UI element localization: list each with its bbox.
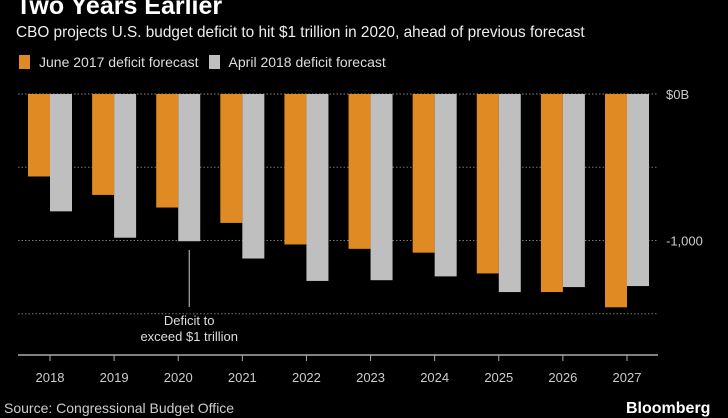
bar-june-2017-2021 <box>220 94 243 223</box>
legend-swatch <box>208 55 220 69</box>
bar-april-2018-2021 <box>242 94 265 259</box>
bar-june-2017-2018 <box>28 94 50 177</box>
legend-item-april-2018: April 2018 deficit forecast <box>208 54 386 70</box>
bar-april-2018-2027 <box>627 94 649 287</box>
bar-june-2017-2019 <box>92 94 115 195</box>
bar-june-2017-2022 <box>284 94 307 245</box>
bar-april-2018-2023 <box>370 94 393 281</box>
annotation-text: Deficit to <box>164 313 215 328</box>
bar-june-2017-2020 <box>156 94 179 208</box>
bar-june-2017-2023 <box>348 94 371 249</box>
legend-label: April 2018 deficit forecast <box>228 54 386 70</box>
x-tick-label: 2018 <box>36 370 65 385</box>
bar-june-2017-2027 <box>605 94 627 308</box>
x-tick-label: 2025 <box>484 370 513 385</box>
x-tick-label: 2024 <box>420 370 449 385</box>
bar-april-2018-2019 <box>114 94 137 238</box>
bar-april-2018-2020 <box>178 94 201 242</box>
chart-subtitle: CBO projects U.S. budget deficit to hit … <box>16 24 585 41</box>
legend-item-june-2017: June 2017 deficit forecast <box>19 54 199 70</box>
x-tick-label: 2022 <box>292 370 321 385</box>
bar-june-2017-2025 <box>476 94 499 274</box>
bar-april-2018-2018 <box>50 94 72 212</box>
chart-title: Two Years Earlier <box>16 0 223 20</box>
bar-chart: $0B -1,000 2018 2019 2020 2021 2022 2023 2024 202… <box>18 87 703 385</box>
x-tick-label: 2023 <box>356 370 385 385</box>
x-tick-label: 2020 <box>164 370 193 385</box>
bar-april-2018-2024 <box>434 94 457 277</box>
x-tick-label: 2021 <box>228 370 257 385</box>
x-tick-label: 2026 <box>548 370 577 385</box>
y-tick-label: -1,000 <box>666 234 703 249</box>
bar-april-2018-2022 <box>306 94 329 281</box>
bar-june-2017-2026 <box>540 94 563 293</box>
y-tick-label: $0B <box>666 87 689 102</box>
bar-april-2018-2026 <box>562 94 585 288</box>
bloomberg-logo: Bloomberg <box>626 400 711 417</box>
source-note: Source: Congressional Budget Office <box>4 400 235 416</box>
bar-june-2017-2024 <box>412 94 435 253</box>
x-tick-label: 2019 <box>100 370 129 385</box>
bar-april-2018-2025 <box>498 94 521 293</box>
legend-swatch <box>19 55 30 69</box>
legend-label: June 2017 deficit forecast <box>39 54 199 70</box>
x-tick-label: 2027 <box>613 370 642 385</box>
annotation-text: exceed $1 trillion <box>140 329 238 344</box>
legend: June 2017 deficit forecast April 2018 de… <box>19 54 396 70</box>
